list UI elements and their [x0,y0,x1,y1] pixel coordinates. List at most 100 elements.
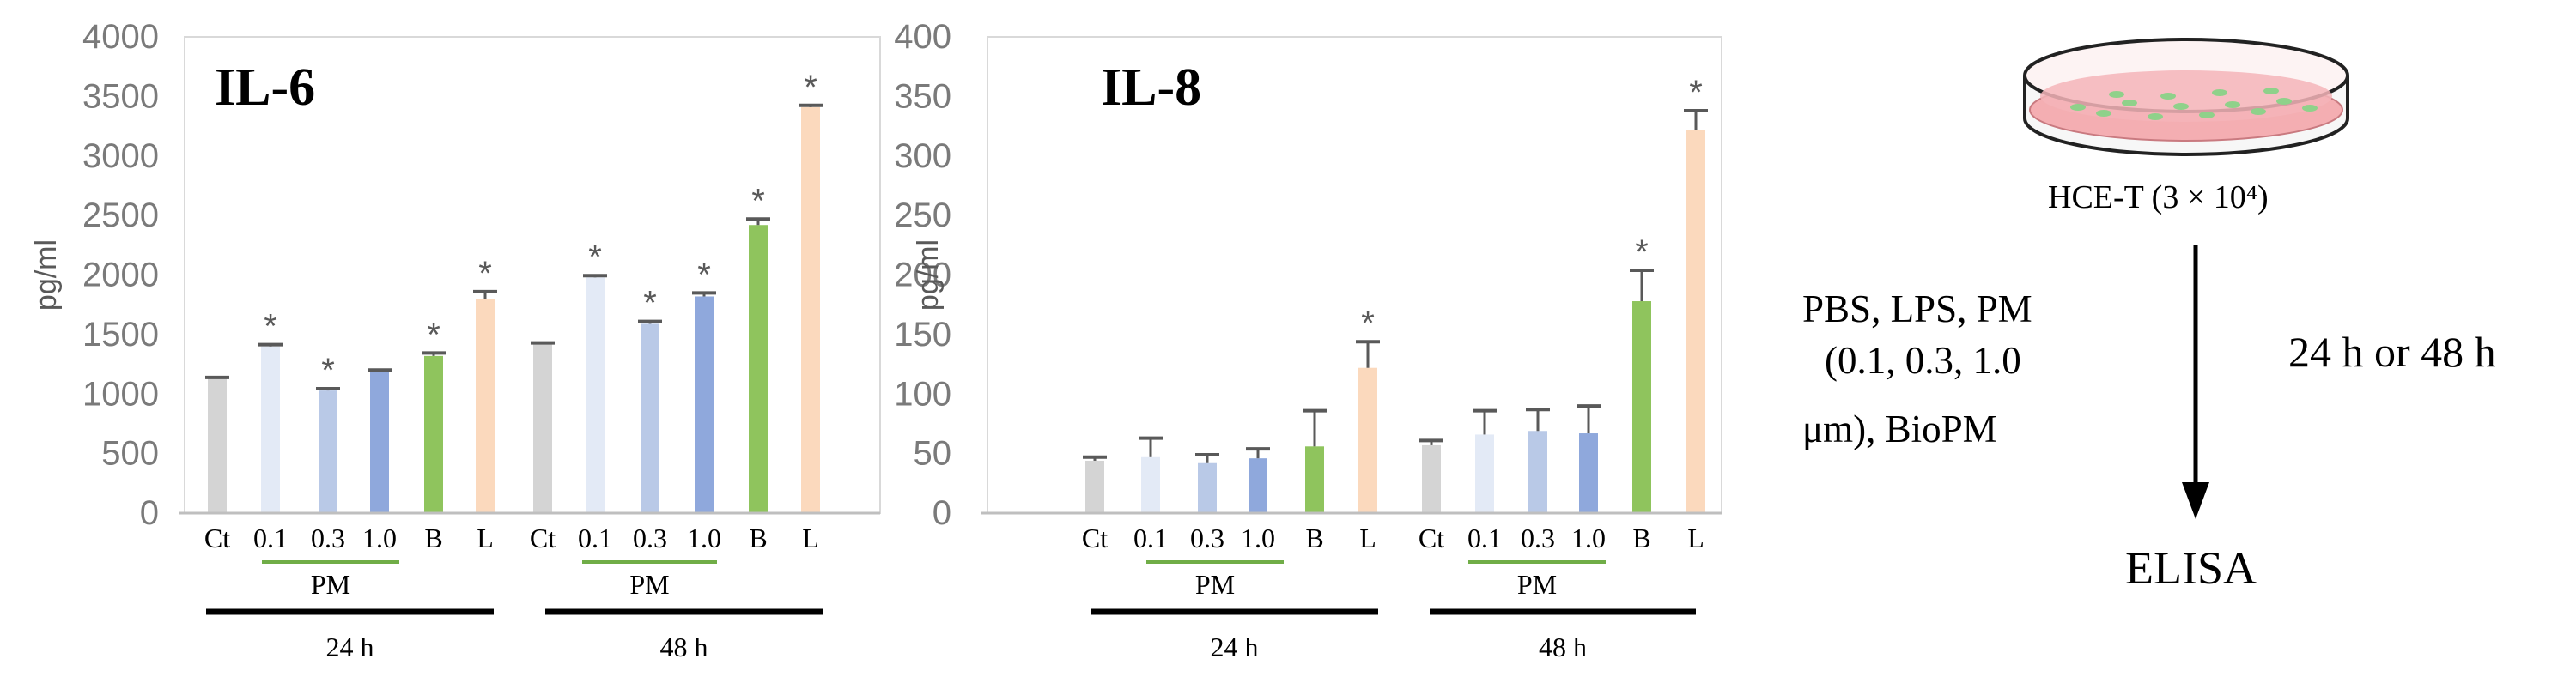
bar-1.0-24h [370,371,389,513]
il8-chart: 0 50 100 150 200 250 300 350 400 pg/ml IL-8 Ct 0.1 0.… [894,18,1722,662]
category-label: Ct [530,523,556,553]
category-label: 0.3 [633,523,667,553]
y-tick-label: 350 [894,77,951,115]
bar-L-24h [1358,367,1377,513]
y-tick-label: 500 [101,435,159,473]
bar-0.3-48h [641,323,659,513]
bar-1.0-48h [695,296,714,513]
time-group-label: 24 h [1211,632,1259,662]
y-tick-label: 2000 [82,257,159,294]
significance-star: * [264,308,277,346]
category-label: 0.3 [1521,523,1555,553]
category-label: 0.1 [1467,523,1502,553]
category-label: 0.1 [578,523,612,553]
cell-dot [2276,98,2292,105]
cell-dot [2302,105,2318,112]
significance-star: * [1635,233,1649,271]
significance-star: * [751,182,765,220]
bar-0.1-48h [1475,434,1494,513]
il6-chart: 0 500 1000 1500 2000 2500 3000 3500 4000 pg/ml IL-… [30,18,881,662]
bar-L-48h [1686,130,1705,513]
category-label: 0.3 [1190,523,1224,553]
bar-Ct-48h [533,343,552,513]
bar-B-24h [424,355,443,513]
duration-label: 24 h or 48 h [2288,328,2496,376]
category-label: 1.0 [1241,523,1275,553]
chart-title: IL-6 [215,58,315,117]
category-label: 1.0 [1571,523,1606,553]
bar-L-24h [476,299,495,513]
treatment-line-3: μm), BioPM [1802,408,1997,450]
category-label: Ct [204,523,230,553]
pm-group-label: PM [1195,569,1235,600]
cell-dot [2160,93,2176,100]
y-tick-label: 400 [894,18,951,56]
time-group-label: 24 h [326,632,374,662]
bar-0.3-24h [319,390,337,513]
category-label: L [1687,523,1704,553]
chart-title: IL-8 [1101,58,1201,117]
cell-dot [2148,113,2163,120]
cell-dot [2109,91,2124,98]
experiment-schematic: HCE-T (3 × 10⁴) PBS, LPS, PM (0.1, 0.3, … [1802,38,2496,594]
pm-group-label: PM [1517,569,1557,600]
category-label: 1.0 [687,523,721,553]
y-tick-label: 250 [894,196,951,234]
petri-dish-icon [2023,38,2349,156]
bar-1.0-24h [1249,458,1267,513]
y-tick-label: 1000 [82,375,159,413]
pm-group-label: PM [629,569,669,600]
cell-dot [2070,104,2086,111]
cells-label: HCE-T (3 × 10⁴) [2048,179,2269,215]
cell-dot [2199,112,2215,118]
pm-group-label: PM [311,569,350,600]
category-label: B [1305,523,1323,553]
significance-star: * [478,255,492,293]
y-tick-label: 3500 [82,77,159,115]
y-tick-label: 150 [894,316,951,354]
treatment-line-1: PBS, LPS, PM [1802,287,2032,330]
y-axis-label: pg/ml [912,239,945,311]
y-tick-label: 4000 [82,18,159,56]
arrow-down-icon [2182,245,2209,519]
y-tick-label: 200 [894,257,951,294]
category-label: L [1359,523,1376,553]
y-tick-label: 0 [933,494,951,532]
bar-B-24h [1305,446,1324,513]
time-group-label: 48 h [660,632,708,662]
bar-Ct-48h [1422,444,1441,513]
cell-dot [2263,88,2279,94]
category-label: 0.3 [311,523,345,553]
significance-star: * [1361,305,1375,342]
category-label: B [749,523,767,553]
bar-L-48h [801,106,820,514]
cell-dot [2173,103,2189,110]
y-tick-label: 100 [894,375,951,413]
cell-dot [2225,101,2240,108]
bar-B-48h [1632,301,1651,513]
time-group-label: 48 h [1539,632,1587,662]
bar-0.1-48h [586,277,605,513]
category-label: B [424,523,442,553]
bar-0.1-24h [261,346,280,513]
bar-0.3-24h [1198,462,1217,513]
significance-star: * [643,285,657,323]
significance-star: * [804,69,817,106]
y-tick-label: 2500 [82,196,159,234]
cell-dot [2251,108,2266,115]
bar-0.1-24h [1141,456,1160,513]
bar-Ct-24h [1085,460,1104,513]
bar-Ct-24h [208,378,227,513]
category-label: B [1632,523,1650,553]
bar-0.3-48h [1528,431,1547,513]
treatment-line-2: (0.1, 0.3, 1.0 [1825,339,2021,382]
cell-dot [2212,89,2227,96]
category-label: 1.0 [362,523,397,553]
y-tick-label: 50 [914,435,952,473]
bar-B-48h [749,225,768,513]
significance-star: * [1689,74,1703,112]
assay-label: ELISA [2125,542,2257,594]
y-tick-label: 300 [894,137,951,175]
